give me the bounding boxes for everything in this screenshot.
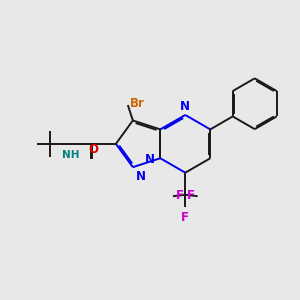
Text: N: N	[145, 153, 155, 166]
Text: N: N	[180, 100, 190, 112]
Text: F: F	[181, 211, 189, 224]
Text: F: F	[176, 189, 184, 202]
Text: F: F	[187, 189, 195, 202]
Text: Br: Br	[130, 97, 145, 110]
Text: N: N	[136, 169, 146, 182]
Text: O: O	[89, 143, 99, 156]
Text: NH: NH	[62, 150, 80, 160]
